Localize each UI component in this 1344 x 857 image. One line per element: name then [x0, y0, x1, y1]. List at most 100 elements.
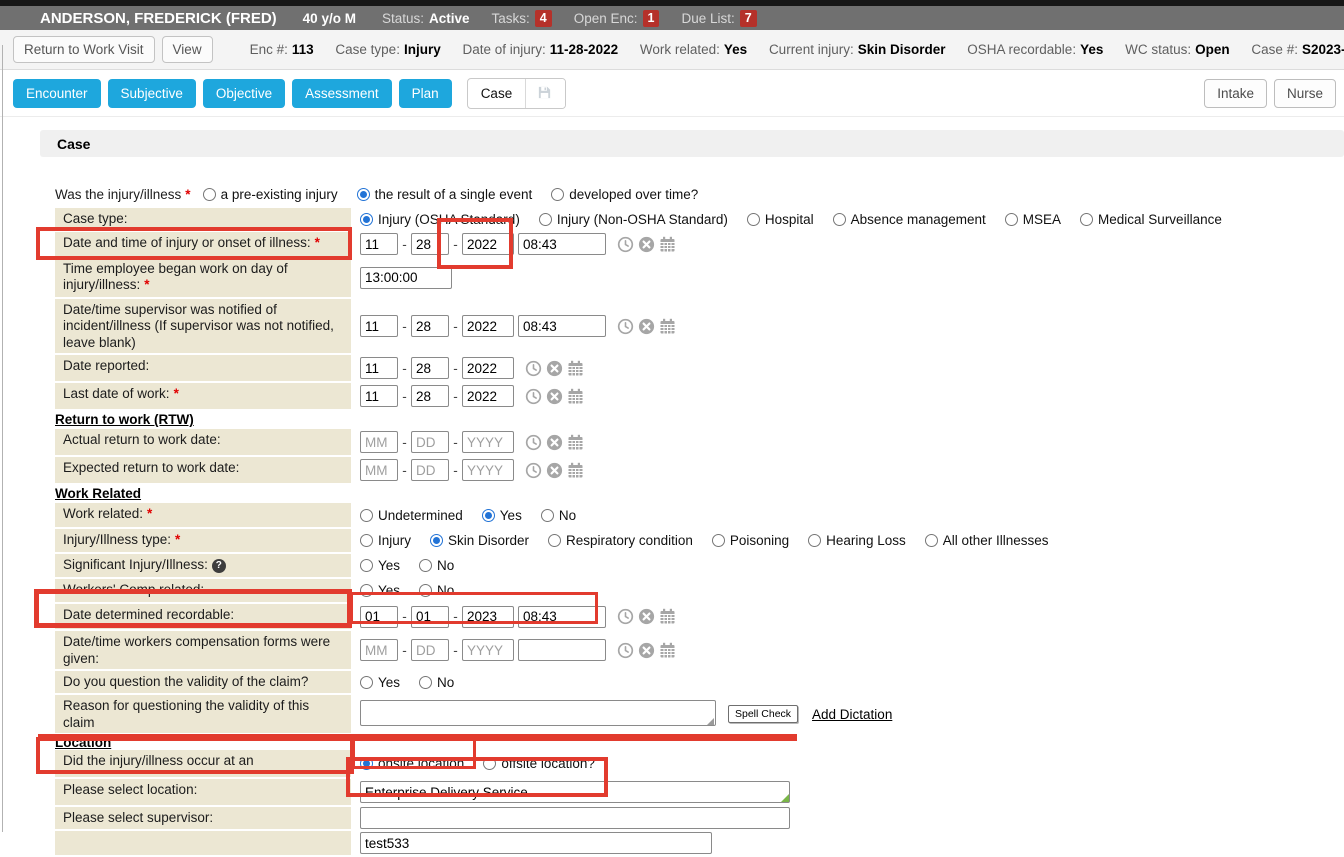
add-dictation-link[interactable]: Add Dictation	[812, 706, 893, 722]
radio-injury[interactable]: Injury	[360, 533, 411, 548]
radio-onsite-location[interactable]: onsite location	[360, 756, 464, 771]
help-icon[interactable]: ?	[211, 558, 226, 573]
clear-icon[interactable]	[546, 462, 563, 479]
tab-subjective[interactable]: Subjective	[107, 78, 196, 108]
radio-significant-yes[interactable]: Yes	[360, 558, 400, 573]
supervisor-month-input[interactable]	[360, 315, 398, 338]
clear-icon[interactable]	[546, 434, 563, 451]
radio-all-other-illnesses[interactable]: All other Illnesses	[924, 533, 1049, 548]
supervisor-time-input[interactable]	[518, 315, 606, 338]
tab-assessment[interactable]: Assessment	[292, 78, 392, 108]
radio-poisoning[interactable]: Poisoning	[711, 533, 789, 548]
radio-work-related-no[interactable]: No	[540, 508, 576, 523]
clock-icon[interactable]	[617, 642, 634, 659]
calendar-icon[interactable]	[567, 462, 584, 479]
radio-single-event[interactable]: the result of a single event	[356, 187, 532, 202]
recordable-year-input[interactable]	[462, 605, 514, 628]
spell-check-button[interactable]: Spell Check	[728, 705, 799, 724]
tab-objective[interactable]: Objective	[202, 78, 286, 108]
tasks-count-badge[interactable]: 4	[534, 9, 552, 27]
tab-encounter[interactable]: Encounter	[13, 78, 101, 108]
radio-workers-comp-no[interactable]: No	[419, 583, 454, 598]
actual-rtw-year-input[interactable]	[462, 431, 514, 454]
intake-button[interactable]: Intake	[1204, 78, 1267, 108]
actual-rtw-day-input[interactable]	[411, 431, 449, 454]
radio-work-related-yes[interactable]: Yes	[481, 508, 522, 523]
expected-rtw-year-input[interactable]	[462, 459, 514, 482]
clock-icon[interactable]	[525, 360, 542, 377]
recordable-day-input[interactable]	[411, 605, 449, 628]
injury-month-input[interactable]	[360, 233, 398, 255]
tab-case[interactable]: Case	[480, 85, 513, 101]
clear-icon[interactable]	[546, 388, 563, 405]
calendar-icon[interactable]	[567, 388, 584, 405]
radio-msea[interactable]: MSEA	[1004, 212, 1061, 227]
open-enc-count-badge[interactable]: 1	[642, 9, 660, 27]
radio-respiratory-condition[interactable]: Respiratory condition	[548, 533, 693, 548]
recordable-month-input[interactable]	[360, 605, 398, 628]
radio-undetermined[interactable]: Undetermined	[360, 508, 463, 523]
reported-day-input[interactable]	[411, 357, 449, 380]
reason-textarea[interactable]	[360, 699, 716, 726]
supervisor-day-input[interactable]	[411, 315, 449, 338]
radio-validity-yes[interactable]: Yes	[360, 675, 400, 690]
expected-rtw-month-input[interactable]	[360, 459, 398, 482]
radio-developed-over-time[interactable]: developed over time?	[551, 187, 698, 202]
clear-icon[interactable]	[638, 236, 655, 253]
due-list-count-badge[interactable]: 7	[739, 9, 757, 27]
injury-day-input[interactable]	[411, 233, 449, 255]
save-button[interactable]	[526, 78, 566, 108]
tab-plan[interactable]: Plan	[398, 78, 452, 108]
clear-icon[interactable]	[638, 318, 655, 335]
radio-skin-disorder[interactable]: Skin Disorder	[430, 533, 529, 548]
expected-rtw-day-input[interactable]	[411, 459, 449, 482]
calendar-icon[interactable]	[567, 434, 584, 451]
calendar-icon[interactable]	[659, 236, 676, 253]
last-date-day-input[interactable]	[411, 385, 449, 408]
calendar-icon[interactable]	[659, 318, 676, 335]
last-date-year-input[interactable]	[462, 385, 514, 408]
return-to-work-visit-button[interactable]: Return to Work Visit	[13, 36, 155, 63]
injury-time-input[interactable]	[518, 233, 606, 255]
wc-forms-day-input[interactable]	[411, 639, 449, 662]
wc-forms-time-input[interactable]	[518, 639, 606, 662]
radio-workers-comp-yes[interactable]: Yes	[360, 583, 400, 598]
radio-medical-surveillance[interactable]: Medical Surveillance	[1080, 212, 1222, 227]
clock-icon[interactable]	[525, 388, 542, 405]
last-date-month-input[interactable]	[360, 385, 398, 408]
clock-icon[interactable]	[525, 462, 542, 479]
view-button[interactable]: View	[161, 36, 213, 63]
supervisor-year-input[interactable]	[462, 315, 514, 338]
calendar-icon[interactable]	[659, 642, 676, 659]
radio-absence-management[interactable]: Absence management	[832, 212, 986, 227]
wc-forms-month-input[interactable]	[360, 639, 398, 662]
location-input[interactable]	[360, 781, 790, 804]
radio-validity-no[interactable]: No	[419, 675, 454, 690]
clock-icon[interactable]	[525, 434, 542, 451]
radio-injury-non-osha[interactable]: Injury (Non-OSHA Standard)	[538, 212, 728, 227]
radio-pre-existing-injury[interactable]: a pre-existing injury	[202, 187, 338, 202]
calendar-icon[interactable]	[567, 360, 584, 377]
clock-icon[interactable]	[617, 236, 634, 253]
nurse-button[interactable]: Nurse	[1273, 78, 1336, 108]
clear-icon[interactable]	[546, 360, 563, 377]
radio-significant-no[interactable]: No	[419, 558, 454, 573]
supervisor-input[interactable]	[360, 807, 790, 830]
clock-icon[interactable]	[617, 608, 634, 625]
radio-hearing-loss[interactable]: Hearing Loss	[808, 533, 906, 548]
clock-icon[interactable]	[617, 318, 634, 335]
time-began-input[interactable]	[360, 266, 452, 289]
reported-year-input[interactable]	[462, 357, 514, 380]
actual-rtw-month-input[interactable]	[360, 431, 398, 454]
recordable-time-input[interactable]	[518, 605, 606, 628]
radio-offsite-location[interactable]: offsite location?	[483, 756, 595, 771]
calendar-icon[interactable]	[659, 608, 676, 625]
partial-input[interactable]	[360, 832, 712, 855]
clear-icon[interactable]	[638, 608, 655, 625]
wc-forms-year-input[interactable]	[462, 639, 514, 662]
reported-month-input[interactable]	[360, 357, 398, 380]
injury-year-input[interactable]	[462, 233, 514, 255]
radio-hospital[interactable]: Hospital	[746, 212, 814, 227]
clear-icon[interactable]	[638, 642, 655, 659]
radio-injury-osha[interactable]: Injury (OSHA Standard)	[360, 212, 520, 227]
